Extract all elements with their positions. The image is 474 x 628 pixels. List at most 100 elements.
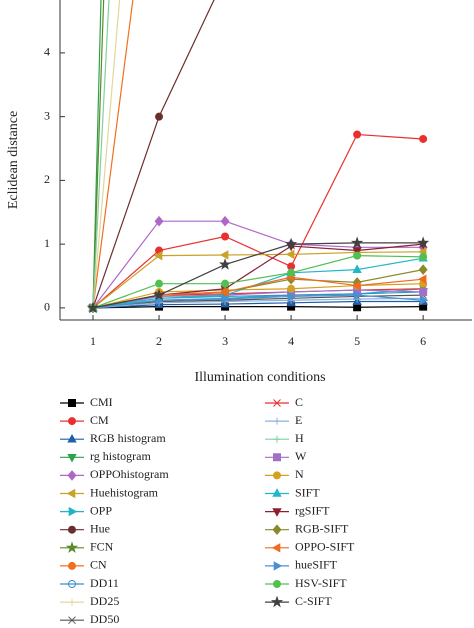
marker	[272, 524, 282, 536]
y-tick-label: 0	[44, 300, 50, 314]
legend-label: Hue	[90, 521, 110, 535]
marker	[68, 506, 78, 517]
legend-label: SIFT	[295, 485, 320, 499]
legend-label: W	[295, 449, 307, 463]
y-tick-label: 1	[44, 236, 50, 250]
marker	[221, 232, 230, 241]
legend-label: CM	[90, 413, 109, 427]
marker	[86, 301, 100, 314]
marker	[272, 508, 282, 517]
legend-label: RGB-SIFT	[295, 521, 349, 535]
marker	[284, 237, 298, 250]
legend-label: CN	[90, 558, 107, 572]
marker	[287, 284, 296, 293]
marker	[221, 279, 230, 288]
series-line	[92, 242, 424, 309]
x-tick-label: 2	[156, 334, 162, 348]
marker	[65, 541, 79, 554]
series-line	[92, 255, 424, 309]
series-line	[92, 0, 134, 308]
marker	[418, 264, 428, 275]
marker	[273, 471, 281, 480]
marker	[419, 252, 428, 261]
marker	[221, 294, 231, 304]
marker	[353, 290, 363, 300]
legend-label: CMI	[90, 395, 113, 409]
series-line	[92, 289, 424, 309]
marker	[68, 616, 76, 625]
legend-label: rgSIFT	[295, 503, 330, 517]
legend-label: C-SIFT	[295, 594, 332, 608]
marker	[273, 417, 281, 425]
marker	[273, 561, 283, 571]
marker	[417, 274, 427, 284]
series-line	[92, 0, 102, 308]
marker	[219, 287, 229, 297]
marker	[350, 236, 364, 249]
marker	[155, 112, 164, 121]
legend-label: DD50	[90, 612, 119, 626]
marker	[219, 250, 229, 260]
marker	[68, 561, 76, 570]
marker	[353, 130, 362, 139]
marker	[273, 580, 281, 588]
marker	[67, 470, 77, 481]
series-line	[92, 297, 424, 309]
marker	[352, 264, 362, 273]
legend-label: DD11	[90, 576, 119, 590]
series-line	[92, 0, 215, 309]
marker	[416, 236, 430, 249]
series-line	[92, 0, 105, 308]
marker	[419, 134, 428, 143]
marker	[152, 288, 166, 301]
legend-label: OPP	[90, 503, 112, 517]
marker	[68, 399, 76, 407]
y-tick-label: 4	[44, 45, 50, 59]
marker	[353, 251, 362, 260]
marker	[419, 287, 428, 296]
marker	[220, 215, 230, 227]
marker	[270, 595, 284, 608]
legend-label: hueSIFT	[295, 558, 338, 572]
marker	[153, 250, 163, 261]
legend-label: Huehistogram	[90, 485, 159, 499]
marker	[287, 291, 297, 302]
marker	[351, 280, 361, 291]
series-line	[92, 257, 424, 309]
marker	[68, 580, 76, 588]
series-line	[92, 294, 424, 309]
marker	[218, 258, 232, 270]
x-tick-label: 5	[354, 334, 360, 348]
legend-label: E	[295, 413, 302, 427]
series-line	[93, 306, 424, 309]
legend-label: OPPO-SIFT	[295, 540, 355, 554]
legend-label: DD25	[90, 594, 119, 608]
x-tick-label: 6	[420, 334, 426, 348]
legend-label: rg histogram	[90, 449, 151, 463]
marker	[285, 249, 295, 260]
x-tick-label: 3	[222, 334, 228, 348]
marker	[273, 399, 281, 407]
plot-area	[86, 0, 430, 314]
series-line	[92, 283, 424, 309]
series-line	[92, 300, 424, 309]
series-line	[92, 220, 424, 309]
series-line	[92, 133, 424, 309]
series-line	[92, 0, 121, 308]
y-axis-title: Eclidean distance	[6, 111, 21, 209]
marker	[68, 598, 76, 606]
marker	[272, 488, 282, 497]
legend-label: OPPOhistogram	[90, 467, 169, 481]
x-axis-title: Illumination conditions	[194, 370, 325, 385]
marker	[273, 453, 281, 462]
marker	[287, 268, 296, 277]
marker	[352, 247, 362, 256]
marker	[68, 417, 76, 426]
y-tick-label: 3	[44, 108, 50, 122]
legend-label: N	[295, 467, 304, 481]
marker	[66, 488, 76, 499]
marker	[419, 295, 429, 305]
marker	[155, 279, 164, 288]
